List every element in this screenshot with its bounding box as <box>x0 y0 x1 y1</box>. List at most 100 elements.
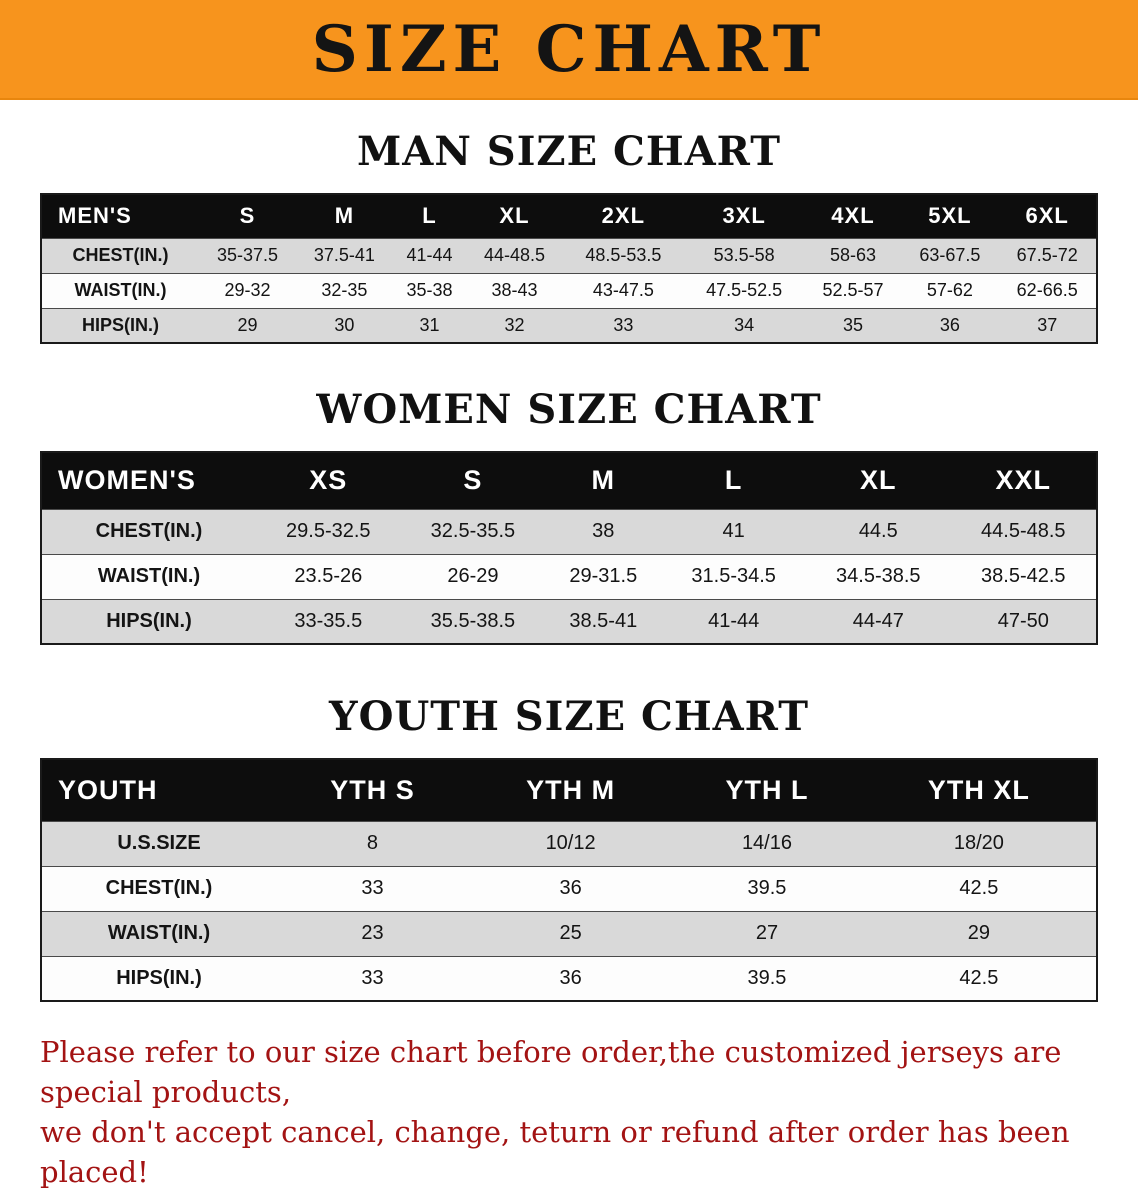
measurement-value-cell: 35-38 <box>392 272 467 308</box>
measurement-value-cell: 43-47.5 <box>562 272 684 308</box>
measurement-value-cell: 14/16 <box>672 820 862 866</box>
size-header-row: WOMEN'S XS S M L XL XXL <box>41 452 1097 509</box>
measurement-row: CHEST(IN.) 35-37.5 37.5-41 41-44 44-48.5 48.5… <box>41 237 1097 273</box>
measurement-value-cell: 58-63 <box>804 237 902 273</box>
measurement-value-cell: 35 <box>804 307 902 343</box>
measurement-value-cell: 38.5-42.5 <box>950 553 1097 599</box>
men-size-table: MEN'S S M L XL 2XL 3XL 4XL 5XL 6XL CHEST(IN.) 35-37… <box>40 193 1098 344</box>
order-policy-line-1: Please refer to our size chart before or… <box>40 1035 1062 1110</box>
measurement-value-cell: 30 <box>295 307 393 343</box>
measurement-value-cell: 44.5 <box>805 508 951 554</box>
measurement-value-cell: 53.5-58 <box>683 237 805 273</box>
measurement-value-cell: 35.5-38.5 <box>400 598 546 644</box>
measurement-row: HIPS(IN.) 29 30 31 32 33 34 35 36 37 <box>41 307 1097 343</box>
size-column-header: XL <box>805 452 951 509</box>
size-column-header: 5XL <box>901 194 999 238</box>
table-title-cell: WOMEN'S <box>41 452 256 509</box>
size-column-header: YTH XL <box>861 759 1097 821</box>
measurement-value-cell: 23 <box>276 910 469 956</box>
measurement-row: WAIST(IN.) 23.5-26 26-29 29-31.5 31.5-34.5 34… <box>41 553 1097 599</box>
row-label-cell: HIPS(IN.) <box>41 955 276 1001</box>
measurement-value-cell: 52.5-57 <box>804 272 902 308</box>
measurement-value-cell: 31.5-34.5 <box>661 553 806 599</box>
measurement-value-cell: 8 <box>276 820 469 866</box>
table-title-cell: YOUTH <box>41 759 276 821</box>
measurement-value-cell: 31 <box>392 307 467 343</box>
row-label-cell: WAIST(IN.) <box>41 553 256 599</box>
size-column-header: L <box>661 452 806 509</box>
measurement-value-cell: 63-67.5 <box>901 237 999 273</box>
measurement-value-cell: 41 <box>661 508 806 554</box>
measurement-value-cell: 44-48.5 <box>466 237 563 273</box>
measurement-value-cell: 37 <box>998 307 1097 343</box>
measurement-row: HIPS(IN.) 33-35.5 35.5-38.5 38.5-41 41-44 44-… <box>41 598 1097 644</box>
measurement-value-cell: 29.5-32.5 <box>256 508 401 554</box>
measurement-value-cell: 47-50 <box>950 598 1097 644</box>
measurement-value-cell: 48.5-53.5 <box>562 237 684 273</box>
measurement-value-cell: 36 <box>901 307 999 343</box>
measurement-value-cell: 38-43 <box>466 272 563 308</box>
size-header-row: YOUTH YTH S YTH M YTH L YTH XL <box>41 759 1097 821</box>
measurement-value-cell: 29 <box>199 307 296 343</box>
size-column-header: 4XL <box>804 194 902 238</box>
size-column-header: M <box>295 194 393 238</box>
size-header-row: MEN'S S M L XL 2XL 3XL 4XL 5XL 6XL <box>41 194 1097 238</box>
row-label-cell: WAIST(IN.) <box>41 272 199 308</box>
measurement-value-cell: 18/20 <box>861 820 1097 866</box>
measurement-row: HIPS(IN.) 33 36 39.5 42.5 <box>41 955 1097 1001</box>
measurement-value-cell: 32 <box>466 307 563 343</box>
measurement-value-cell: 32-35 <box>295 272 393 308</box>
measurement-value-cell: 26-29 <box>400 553 546 599</box>
row-label-cell: HIPS(IN.) <box>41 307 199 343</box>
size-column-header: M <box>545 452 662 509</box>
size-column-header: 6XL <box>998 194 1097 238</box>
row-label-cell: CHEST(IN.) <box>41 508 256 554</box>
measurement-value-cell: 33 <box>562 307 684 343</box>
measurement-value-cell: 33 <box>276 955 469 1001</box>
size-column-header: S <box>199 194 296 238</box>
measurement-value-cell: 34.5-38.5 <box>805 553 951 599</box>
row-label-cell: WAIST(IN.) <box>41 910 276 956</box>
women-section-heading: WOMEN SIZE CHART <box>316 386 822 433</box>
measurement-row: CHEST(IN.) 33 36 39.5 42.5 <box>41 865 1097 911</box>
measurement-value-cell: 42.5 <box>861 955 1097 1001</box>
measurement-value-cell: 57-62 <box>901 272 999 308</box>
measurement-value-cell: 36 <box>468 865 673 911</box>
measurement-row: U.S.SIZE 8 10/12 14/16 18/20 <box>41 820 1097 866</box>
measurement-value-cell: 35-37.5 <box>199 237 296 273</box>
measurement-row: WAIST(IN.) 23 25 27 29 <box>41 910 1097 956</box>
size-column-header: XL <box>466 194 563 238</box>
measurement-value-cell: 33 <box>276 865 469 911</box>
measurement-value-cell: 44.5-48.5 <box>950 508 1097 554</box>
measurement-value-cell: 41-44 <box>661 598 806 644</box>
order-policy-line-2: we don't accept cancel, change, teturn o… <box>40 1115 1070 1190</box>
measurement-value-cell: 39.5 <box>672 955 862 1001</box>
measurement-row: CHEST(IN.) 29.5-32.5 32.5-35.5 38 41 44.5 44.5… <box>41 508 1097 554</box>
measurement-value-cell: 29 <box>861 910 1097 956</box>
measurement-value-cell: 10/12 <box>468 820 673 866</box>
women-size-table: WOMEN'S XS S M L XL XXL CHEST(IN.) 29.5-32.5 32.5… <box>40 451 1098 645</box>
measurement-value-cell: 67.5-72 <box>998 237 1097 273</box>
size-column-header: YTH S <box>276 759 469 821</box>
row-label-cell: HIPS(IN.) <box>41 598 256 644</box>
measurement-value-cell: 29-32 <box>199 272 296 308</box>
size-column-header: YTH L <box>672 759 862 821</box>
measurement-value-cell: 27 <box>672 910 862 956</box>
measurement-value-cell: 39.5 <box>672 865 862 911</box>
measurement-value-cell: 34 <box>683 307 805 343</box>
measurement-value-cell: 23.5-26 <box>256 553 401 599</box>
measurement-row: WAIST(IN.) 29-32 32-35 35-38 38-43 43-47.5 47.… <box>41 272 1097 308</box>
size-column-header: 2XL <box>562 194 684 238</box>
size-column-header: 3XL <box>683 194 805 238</box>
size-column-header: L <box>392 194 467 238</box>
measurement-value-cell: 42.5 <box>861 865 1097 911</box>
measurement-value-cell: 37.5-41 <box>295 237 393 273</box>
measurement-value-cell: 29-31.5 <box>545 553 662 599</box>
measurement-value-cell: 44-47 <box>805 598 951 644</box>
measurement-value-cell: 25 <box>468 910 673 956</box>
youth-section-heading: YOUTH SIZE CHART <box>329 693 809 740</box>
order-policy-note: Please refer to our size chart before or… <box>40 1032 1098 1192</box>
measurement-value-cell: 32.5-35.5 <box>400 508 546 554</box>
row-label-cell: CHEST(IN.) <box>41 865 276 911</box>
size-column-header: XS <box>256 452 401 509</box>
